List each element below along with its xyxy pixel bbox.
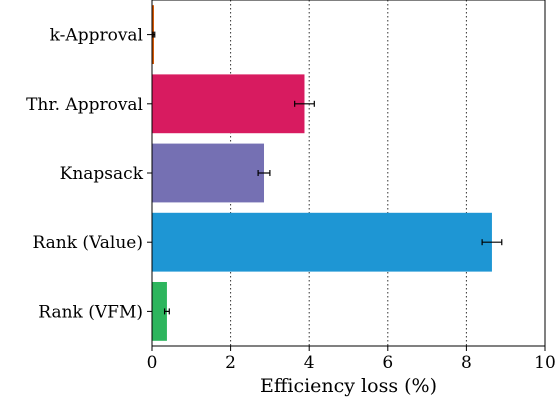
x-axis-ticks: 0 2 4 6 8 10 bbox=[147, 346, 556, 373]
bar bbox=[152, 212, 492, 272]
x-tick-label: 10 bbox=[534, 353, 556, 373]
bar bbox=[152, 143, 265, 203]
y-axis-categories: k-Approval Thr. Approval Knapsack Rank (Val… bbox=[26, 26, 152, 322]
x-tick-label: 2 bbox=[225, 353, 236, 373]
bars bbox=[152, 5, 492, 341]
category-label: k-Approval bbox=[50, 26, 143, 46]
category-label: Rank (VFM) bbox=[38, 302, 143, 322]
x-tick-label: 4 bbox=[304, 353, 315, 373]
x-tick-label: 6 bbox=[382, 353, 393, 373]
x-tick-label: 0 bbox=[147, 353, 158, 373]
bar bbox=[152, 74, 305, 134]
category-label: Rank (Value) bbox=[32, 233, 143, 253]
bar bbox=[152, 281, 167, 341]
x-axis-label: Efficiency loss (%) bbox=[260, 375, 437, 397]
category-label: Knapsack bbox=[60, 164, 144, 184]
category-label: Thr. Approval bbox=[26, 95, 143, 115]
x-tick-label: 8 bbox=[461, 353, 472, 373]
error-bars bbox=[152, 31, 503, 315]
